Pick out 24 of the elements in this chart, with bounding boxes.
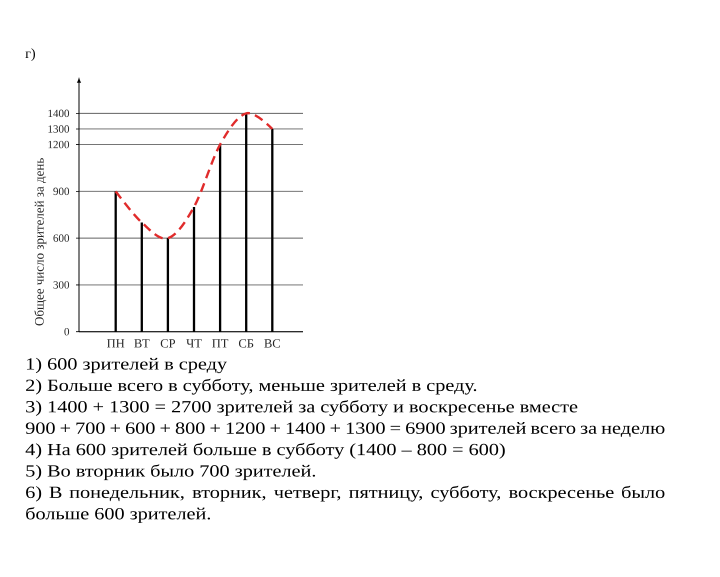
text: 5) Во вторник было 700 зрителей. [26,464,316,480]
y-axis-title: Общее число зрителей за день [34,158,46,326]
x-tick-label: ЧТ [186,339,202,348]
y-tick-label: 300 [54,281,70,289]
y-tick-label: 900 [53,188,70,196]
y-tick-label: 1400 [48,110,70,118]
text: 2) Больше всего в субботу, меньше зрителей в среду. [26,378,476,395]
y-tick-label: 600 [53,234,70,242]
text: 6) В понедельник, вторник, четверг, пятницу, субботу, воскресенье было больше 600 зрителей. [26,486,664,523]
x-tick-label: СБ [238,339,254,348]
line-series [114,112,274,240]
y-tick-label: 1200 [48,140,70,148]
text: 900 + 700 + 600 + 800 + 1200 + 1400 + 1300 = 6900 зрителей всего за неделю [26,422,664,438]
x-tick-label: ВТ [134,339,150,348]
y-tick-label: 0 [64,328,70,336]
x-tick-label: ПН [107,339,124,348]
text: 1) 600 зрителей в среду [26,358,227,374]
y-tick-label: 1300 [48,125,70,133]
x-tick-label: СР [160,339,176,348]
x-tick-label: ПТ [212,339,228,348]
chart-title: г) [25,48,35,61]
text: 3) 1400 + 1300 = 2700 зрителей за субботу и воскресенье вместе [26,400,578,416]
x-tick-label: ВС [264,339,280,348]
text: 4) На 600 зрителей больше в субботу (1400 – 800 = 600) [26,442,505,459]
